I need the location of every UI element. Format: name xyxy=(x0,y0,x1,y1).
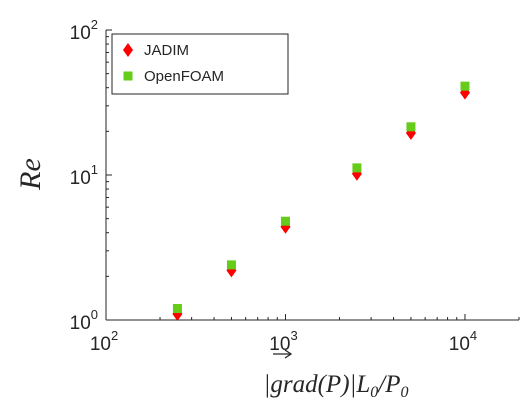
openfoam-point xyxy=(352,163,362,173)
x-tick-exponent: 2 xyxy=(111,328,118,343)
x-tick-label: 104 xyxy=(449,328,477,355)
xlabel-sub1: 0 xyxy=(401,384,409,401)
x-tick-base: 10 xyxy=(449,334,470,355)
openfoam-point xyxy=(172,304,182,314)
data-marks xyxy=(172,81,470,321)
openfoam-point xyxy=(406,122,416,132)
legend-marker-jadim xyxy=(123,43,133,57)
y-tick-exponent: 0 xyxy=(91,307,98,322)
y-axis-label: Re xyxy=(14,158,47,191)
openfoam-point xyxy=(280,216,290,226)
y-tick-label: 100 xyxy=(70,307,98,334)
legend-box xyxy=(111,33,289,95)
xlabel-bar: | xyxy=(263,371,270,398)
legend-marker-openfoam xyxy=(123,71,133,81)
xlabel-mid: (P)|L xyxy=(318,371,371,398)
legend-label-openfoam: OpenFOAM xyxy=(144,68,224,85)
vector-arrow-icon xyxy=(273,349,293,359)
y-tick-exponent: 1 xyxy=(91,162,98,177)
openfoam-point xyxy=(226,260,236,270)
openfoam-point xyxy=(460,81,470,91)
y-tick-base: 10 xyxy=(70,168,91,189)
x-tick-base: 10 xyxy=(269,334,290,355)
x-tick-label: 103 xyxy=(269,328,297,355)
y-tick-label: 101 xyxy=(70,162,98,189)
legend-label-jadim: JADIM xyxy=(144,42,189,59)
x-axis-label: |grad(P)|L0/P0 xyxy=(263,349,409,401)
x-tick-exponent: 3 xyxy=(290,328,297,343)
xlabel-sub0: 0 xyxy=(370,384,378,401)
xlabel-slash: /P xyxy=(376,371,400,398)
legend: JADIM OpenFOAM xyxy=(111,33,289,95)
xlabel-grad: grad xyxy=(270,371,318,398)
y-tick-base: 10 xyxy=(70,313,91,334)
x-tick-exponent: 4 xyxy=(470,328,477,343)
y-tick-base: 10 xyxy=(70,23,91,44)
y-tick-label: 102 xyxy=(70,17,98,44)
series-jadim xyxy=(172,85,470,321)
series-openfoam xyxy=(172,81,470,314)
x-tick-base: 10 xyxy=(90,334,111,355)
y-tick-exponent: 2 xyxy=(91,17,98,32)
jadim-point xyxy=(405,125,416,140)
x-tick-label: 102 xyxy=(90,328,118,355)
svg-text:|grad(P)|L0/P0: |grad(P)|L0/P0 xyxy=(263,371,408,401)
